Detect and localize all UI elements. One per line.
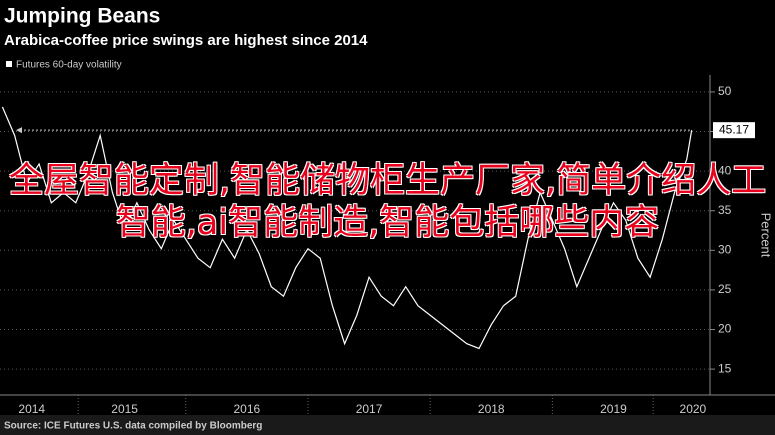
last-value-label: 45.17: [719, 122, 749, 136]
y-tick-label: 35: [718, 203, 732, 217]
x-tick-label: 2017: [356, 402, 383, 416]
overlay-text: 全屋智能定制,智能储物柜生产厂家,简单介绍人工智能,ai智能制造,智能包括哪些内…: [8, 161, 767, 243]
x-tick-label: 2015: [111, 402, 138, 416]
source: Source: ICE Futures U.S. data compiled b…: [4, 421, 262, 432]
legend-label: Futures 60-day volatility: [16, 60, 122, 71]
chart-title: Jumping Beans: [4, 5, 160, 28]
source-band: [0, 415, 775, 435]
y-axis-label: Percent: [759, 213, 774, 258]
y-tick-label: 20: [718, 322, 732, 336]
y-tick-label: 40: [718, 163, 732, 177]
x-tick-label: 2018: [478, 402, 505, 416]
x-tick-label: 2019: [600, 402, 627, 416]
x-tick-label: 2016: [233, 402, 260, 416]
x-tick-label: 2014: [18, 402, 45, 416]
legend-swatch: [6, 61, 12, 67]
last-value-box: [713, 122, 755, 139]
line: [1, 106, 693, 350]
y-tick-label: 30: [718, 242, 732, 256]
x-tick-label: 2020: [680, 402, 707, 416]
last-value-arrow: [16, 127, 22, 134]
y-tick-label: 50: [718, 84, 732, 98]
chart-subtitle: Arabica-coffee price swings are highest …: [4, 32, 368, 49]
y-tick-label: 25: [718, 282, 732, 296]
y-tick-label: 15: [718, 361, 732, 375]
